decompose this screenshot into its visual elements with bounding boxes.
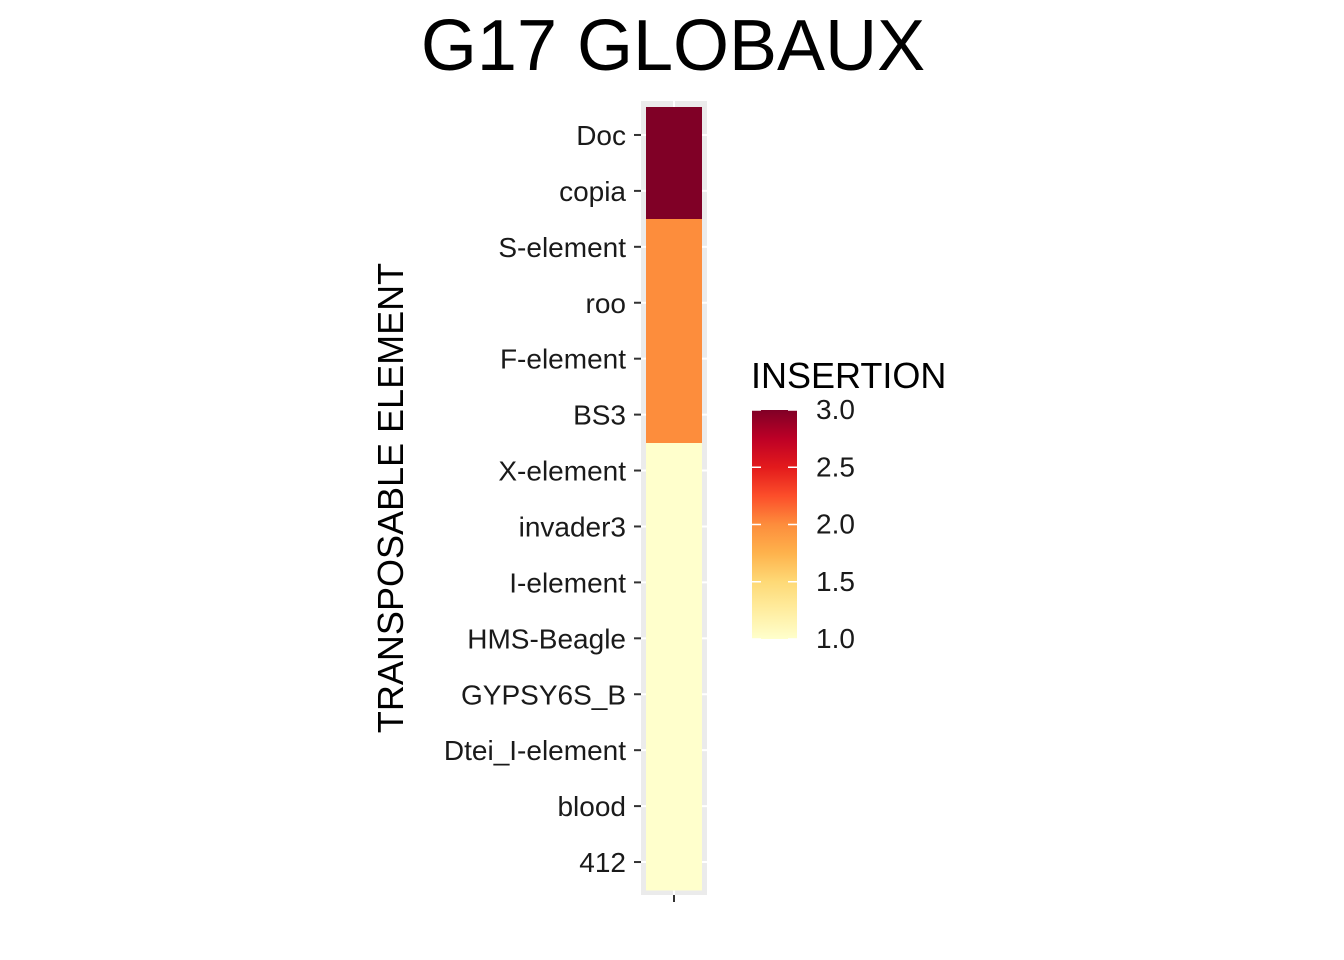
heatmap-tile — [646, 443, 702, 500]
y-tick-label: X-element — [498, 456, 626, 487]
heatmap-tile — [646, 722, 702, 779]
legend-tick-label: 1.0 — [816, 623, 855, 654]
heatmap-tile — [646, 554, 702, 611]
heatmap-tile — [646, 610, 702, 667]
y-tick-label: roo — [586, 288, 626, 319]
legend-tick-label: 3.0 — [816, 394, 855, 425]
y-axis-title: TRANSPOSABLE ELEMENT — [370, 263, 411, 733]
y-tick-label: 412 — [579, 847, 626, 878]
heatmap-tiles — [646, 107, 702, 891]
heatmap-tile — [646, 331, 702, 388]
y-tick-label: BS3 — [573, 400, 626, 431]
y-tick-label: Doc — [576, 120, 626, 151]
heatmap-tile — [646, 219, 702, 276]
y-tick-label: Dtei_I-element — [444, 735, 626, 766]
y-axis: Doc copia S-element roo F-element BS3 X-elemen… — [444, 120, 641, 878]
legend-tick-label: 2.0 — [816, 509, 855, 540]
chart-title: G17 GLOBAUX — [421, 6, 925, 86]
y-tick-label: blood — [557, 791, 626, 822]
y-tick-label: S-element — [498, 232, 626, 263]
heatmap-tile — [646, 387, 702, 444]
heatmap-tile — [646, 499, 702, 555]
legend-title: INSERTION — [751, 355, 946, 396]
y-tick-label: GYPSY6S_B — [461, 679, 626, 710]
y-tick-label: F-element — [500, 344, 626, 375]
heatmap-tile — [646, 834, 702, 891]
y-tick-label: HMS-Beagle — [467, 623, 626, 654]
legend-tick-label: 1.5 — [816, 566, 855, 597]
y-tick-label: copia — [559, 176, 626, 207]
y-tick-label: I-element — [509, 567, 626, 598]
heatmap-tile — [646, 666, 702, 723]
y-tick-label: invader3 — [519, 511, 626, 542]
heatmap-tile — [646, 275, 702, 332]
legend: INSERTION 1.0 1.5 2.0 2.5 3.0 — [751, 355, 946, 654]
heatmap-tile — [646, 107, 702, 164]
heatmap-tile — [646, 163, 702, 220]
legend-tick-label: 2.5 — [816, 451, 855, 482]
heatmap-tile — [646, 778, 702, 835]
